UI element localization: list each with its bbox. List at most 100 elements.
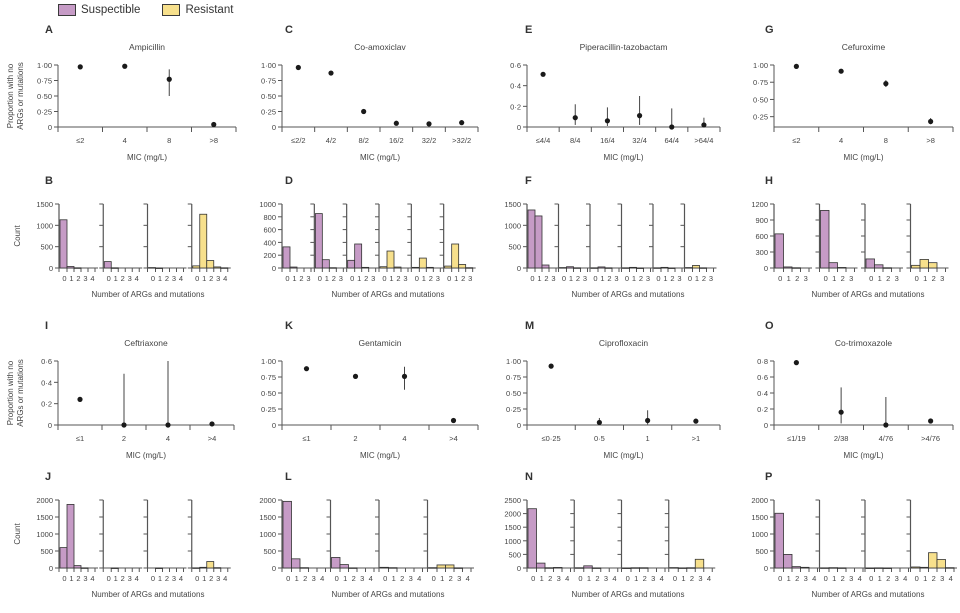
- x-tick-label: 3: [709, 274, 713, 283]
- panel-title: Co-amoxiclav: [354, 42, 406, 52]
- x-tick-label: 0: [824, 574, 828, 583]
- x-tick-label: 0: [824, 274, 828, 283]
- x-axis-label: MIC (mg/L): [844, 153, 884, 162]
- x-tick-label: 2: [932, 574, 936, 583]
- x-tick-label: 2: [303, 574, 307, 583]
- legend-label-resistant: Resistant: [185, 4, 234, 16]
- x-tick-label: 0: [195, 574, 199, 583]
- y-tick-label: 0·2: [757, 405, 768, 414]
- x-tick-label: 1: [663, 274, 667, 283]
- bar: [945, 567, 955, 569]
- y-tick-label: 0·2: [41, 400, 52, 409]
- y-tick-label: 1·00: [261, 61, 276, 70]
- x-tick-label: 3: [360, 574, 364, 583]
- x-tick-label: >8: [209, 136, 218, 145]
- bar: [206, 260, 215, 269]
- bar: [536, 562, 546, 569]
- bar: [919, 259, 929, 269]
- x-tick-label: 2: [795, 574, 799, 583]
- data-point: [540, 71, 546, 77]
- x-tick-label: 2: [548, 574, 552, 583]
- x-tick-label: ≤1: [302, 434, 310, 443]
- bar: [694, 558, 705, 569]
- bar: [418, 257, 427, 269]
- panel-letter: G: [765, 24, 774, 36]
- bar: [458, 264, 467, 269]
- bar: [677, 567, 688, 569]
- y-tick-label: 0: [49, 264, 53, 273]
- data-point: [883, 81, 889, 87]
- y-tick-label: 0: [517, 123, 521, 132]
- bar: [553, 567, 563, 569]
- x-tick-label: 2: [332, 274, 336, 283]
- bar: [828, 262, 838, 269]
- x-tick-label: 0: [62, 274, 66, 283]
- bar: [361, 266, 370, 269]
- bar: [774, 512, 784, 569]
- x-tick-label: 1: [325, 274, 329, 283]
- y-tick-label: 800: [263, 213, 276, 222]
- x-tick-label: 4: [839, 136, 843, 145]
- x-tick-label: 3: [128, 574, 132, 583]
- y-tick-label: 0·50: [261, 92, 276, 101]
- bar: [527, 508, 537, 569]
- y-tick-label: 1200: [751, 200, 768, 209]
- bar: [103, 261, 112, 269]
- y-tick-label: 0: [764, 564, 768, 573]
- bar: [282, 500, 292, 569]
- panel-letter: P: [765, 471, 772, 483]
- x-tick-label: 0: [531, 574, 535, 583]
- x-tick-label: 3: [940, 274, 944, 283]
- y-tick-label: 0: [764, 264, 768, 273]
- y-tick-label: 500: [755, 547, 768, 556]
- x-tick-label: 4: [949, 574, 953, 583]
- x-tick-label: 16/4: [600, 136, 615, 145]
- bar: [911, 264, 921, 269]
- panel-letter: D: [285, 175, 293, 187]
- y-tick-label: 1500: [504, 523, 521, 532]
- x-tick-label: 4: [858, 574, 862, 583]
- x-tick-label: 0: [656, 274, 660, 283]
- bar: [820, 567, 830, 569]
- data-point: [928, 418, 934, 424]
- x-tick-label: 4: [223, 274, 227, 283]
- x-tick-label: 2: [702, 274, 706, 283]
- x-tick-label: ≤2: [792, 136, 800, 145]
- x-axis-label: Number of ARGs and mutations: [332, 290, 445, 299]
- panel-letter: B: [45, 175, 53, 187]
- x-tick-label: >32/2: [452, 136, 471, 145]
- x-tick-label: 4: [707, 574, 711, 583]
- bar: [192, 265, 201, 269]
- y-tick-label: 0·50: [753, 95, 768, 104]
- y-tick-label: 500: [508, 550, 521, 559]
- y-tick-label: 0·25: [37, 108, 52, 117]
- y-axis-label: Count: [13, 523, 22, 545]
- y-tick-label: 0·75: [261, 373, 276, 382]
- bar: [328, 267, 337, 269]
- bar: [348, 567, 358, 569]
- x-tick-label: 3: [172, 274, 176, 283]
- x-tick-label: 3: [83, 574, 87, 583]
- bar: [566, 266, 574, 269]
- x-tick-label: 2/38: [834, 434, 849, 443]
- bar: [465, 267, 474, 269]
- bar: [282, 246, 291, 269]
- x-tick-label: 1: [832, 274, 836, 283]
- x-tick-label: ≤2: [76, 136, 84, 145]
- bar: [354, 243, 363, 269]
- x-tick-label: 2: [576, 274, 580, 283]
- x-tick-label: 1: [389, 274, 393, 283]
- legend-item-susceptible: Suspectible: [58, 4, 140, 16]
- data-point: [701, 122, 707, 128]
- bar: [213, 266, 222, 269]
- x-tick-label: 1: [114, 574, 118, 583]
- data-point: [838, 68, 844, 74]
- x-tick-label: 4: [369, 574, 373, 583]
- bar: [110, 267, 119, 269]
